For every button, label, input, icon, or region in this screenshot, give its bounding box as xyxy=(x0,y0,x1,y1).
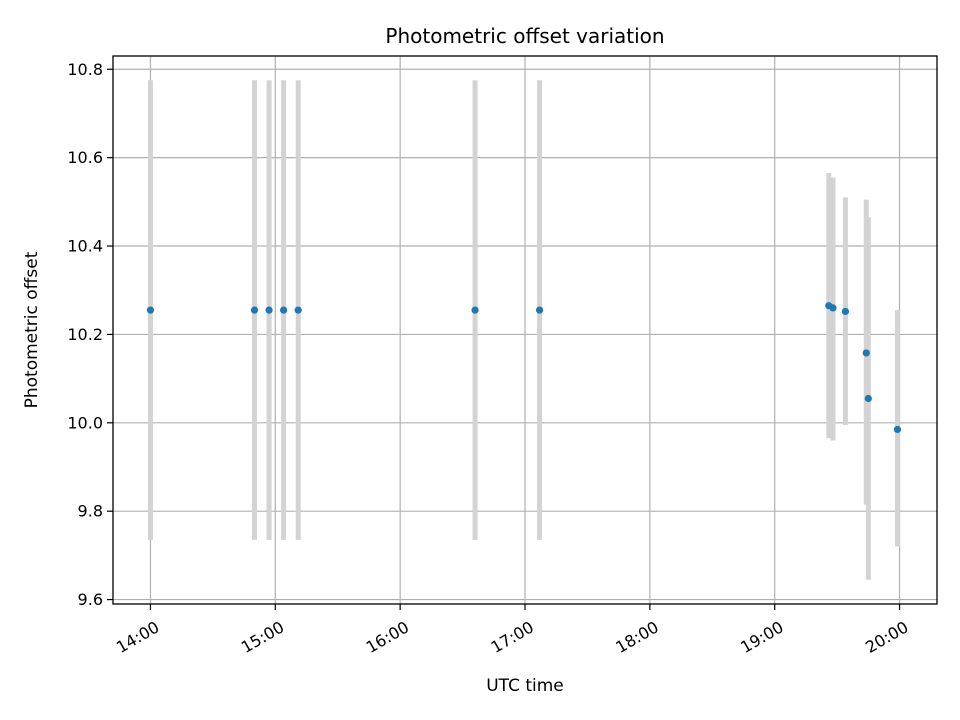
x-tick-label: 15:00 xyxy=(238,617,287,657)
data-point xyxy=(535,306,544,314)
y-tick-label: 10.6 xyxy=(67,148,103,167)
data-point xyxy=(841,307,850,316)
x-tick-label: 20:00 xyxy=(862,617,911,657)
data-point xyxy=(864,394,872,403)
data-point xyxy=(829,304,837,312)
y-tick-label: 9.6 xyxy=(78,590,103,609)
x-axis-ticks: 14:00 15:00 16:00 17:00 18:00 19:00 20:00 xyxy=(113,604,912,657)
x-tick-label: 16:00 xyxy=(363,617,412,657)
chart-title: Photometric offset variation xyxy=(385,24,664,48)
y-axis-label: Photometric offset xyxy=(22,251,42,408)
data-point xyxy=(280,306,288,314)
data-point xyxy=(471,306,479,314)
y-tick-label: 10.8 xyxy=(67,60,103,79)
data-point xyxy=(294,306,302,314)
data-points xyxy=(146,302,902,434)
x-tick-label: 19:00 xyxy=(737,617,786,657)
y-axis-ticks: 9.6 9.8 10.0 10.2 10.4 10.6 10.8 xyxy=(67,60,113,609)
x-tick-label: 17:00 xyxy=(488,617,537,657)
y-tick-label: 9.8 xyxy=(78,502,103,521)
x-tick-label: 14:00 xyxy=(113,617,162,657)
error-bars xyxy=(147,80,900,580)
y-tick-label: 10.0 xyxy=(67,413,103,432)
data-point xyxy=(250,306,259,314)
y-tick-label: 10.2 xyxy=(67,325,103,344)
grid xyxy=(113,56,937,604)
data-point xyxy=(862,349,870,357)
x-tick-label: 18:00 xyxy=(612,617,661,657)
data-point xyxy=(893,425,902,434)
y-tick-label: 10.4 xyxy=(67,237,103,256)
data-point xyxy=(265,306,273,314)
x-axis-label: UTC time xyxy=(486,676,564,696)
data-point xyxy=(146,306,155,314)
